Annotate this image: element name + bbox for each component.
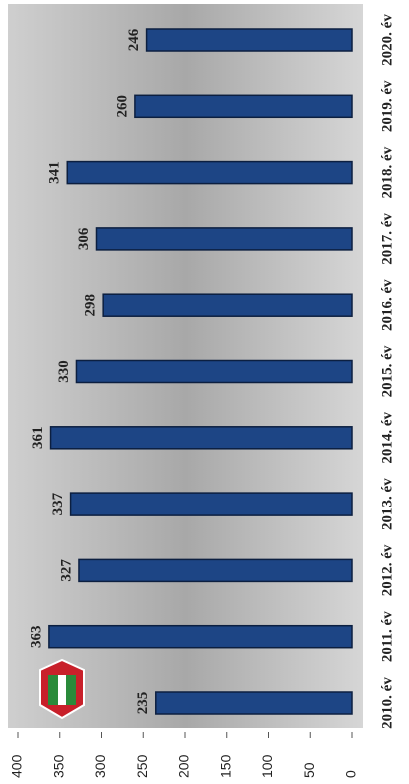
value-tick-label: 50 [301, 762, 317, 778]
value-tick-label: 0 [343, 770, 359, 778]
category-label: 2017. év [379, 213, 395, 265]
bar [48, 624, 353, 649]
value-label: 235 [135, 692, 151, 715]
category-label: 2013. év [379, 478, 395, 530]
value-label: 363 [28, 625, 44, 648]
category-label: 2014. év [379, 411, 395, 463]
bar [49, 426, 353, 450]
value-label: 337 [50, 492, 66, 515]
value-label: 361 [30, 427, 46, 450]
category-label: 2016. év [379, 279, 395, 331]
bar [69, 492, 353, 516]
value-label: 341 [47, 161, 63, 184]
value-tick-label: 400 [9, 754, 25, 778]
value-tick-label: 150 [217, 754, 233, 778]
value-tick-label: 350 [50, 754, 66, 778]
value-label: 327 [58, 559, 74, 582]
category-label: 2019. év [379, 80, 395, 132]
value-label: 298 [83, 294, 99, 317]
category-label: 2010. év [379, 677, 395, 729]
bar [66, 160, 353, 185]
police-logo [39, 658, 85, 720]
bar [145, 28, 353, 52]
bar [78, 558, 353, 583]
bar [102, 293, 353, 317]
value-tick-label: 100 [259, 754, 275, 778]
category-label: 2011. év [379, 611, 395, 662]
bar [95, 227, 353, 251]
value-label: 306 [76, 227, 92, 250]
value-tick-label: 250 [134, 754, 150, 778]
category-label: 2018. év [379, 146, 395, 198]
category-label: 2012. év [379, 544, 395, 596]
bar [155, 691, 353, 715]
bar [75, 359, 353, 384]
value-label: 260 [114, 95, 130, 118]
category-label: 2015. év [379, 345, 395, 397]
bar [134, 94, 353, 119]
value-tick-label: 200 [176, 754, 192, 778]
value-label: 246 [126, 28, 142, 51]
category-label: 2020. év [379, 14, 395, 66]
value-tick-label: 300 [92, 754, 108, 778]
value-label: 330 [56, 360, 72, 383]
